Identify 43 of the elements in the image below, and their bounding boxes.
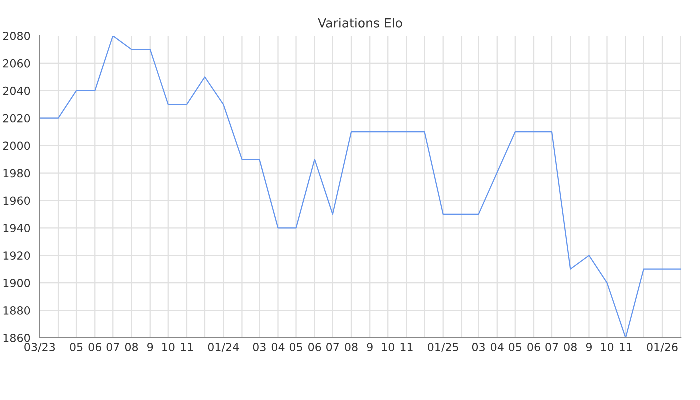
chart-title: Variations Elo [318, 18, 402, 28]
x-tick-label: 9 [586, 343, 592, 352]
x-tick-label: 9 [367, 343, 373, 352]
x-tick-label: 01/26 [647, 343, 678, 352]
x-tick-label: 08 [125, 343, 138, 352]
x-tick-label: 01/25 [428, 343, 458, 352]
x-tick-label: 10 [382, 343, 394, 352]
x-tick-label: 03 [253, 343, 266, 352]
x-tick-label: 07 [106, 343, 120, 352]
y-tick-label: 1860 [4, 334, 30, 342]
y-tick-label: 1980 [4, 169, 30, 178]
y-tick-label: 1920 [4, 252, 30, 260]
y-tick-label: 2060 [3, 59, 30, 68]
x-tick-label: 11 [620, 343, 632, 352]
x-tick-label: 01/24 [208, 343, 239, 352]
x-tick-label: 07 [326, 343, 339, 352]
x-tick-label: 05 [509, 343, 522, 352]
x-tick-label: 06 [528, 343, 540, 352]
x-tick-label: 04 [272, 343, 285, 352]
y-tick-label: 1900 [4, 279, 30, 288]
y-tick-label: 1960 [4, 196, 30, 206]
x-tick-label: 10 [601, 343, 614, 352]
x-tick-label: 06 [308, 343, 322, 352]
x-tick-label: 06 [88, 343, 102, 352]
x-tick-label: 9 [148, 343, 154, 352]
x-tick-label: 04 [491, 343, 504, 352]
y-tick-label: 1880 [4, 306, 30, 315]
y-tick-label: 2040 [3, 86, 30, 96]
x-tick-label: 10 [162, 343, 175, 352]
x-tick-label: 03/23 [24, 343, 56, 352]
line-series [40, 36, 682, 338]
x-tick-label: 05 [290, 343, 302, 352]
x-tick-label: 03 [472, 343, 485, 352]
x-tick-label: 11 [181, 343, 194, 352]
y-tick-label: 1940 [4, 224, 30, 233]
x-tick-label: 08 [345, 343, 358, 352]
x-tick-label: 08 [564, 343, 577, 352]
y-tick-label: 2080 [3, 32, 30, 40]
x-tick-label: 11 [400, 343, 413, 352]
x-tick-label: 07 [546, 343, 558, 352]
y-tick-label: 2000 [3, 142, 30, 150]
x-tick-label: 05 [70, 343, 83, 352]
y-tick-label: 2020 [3, 114, 30, 123]
